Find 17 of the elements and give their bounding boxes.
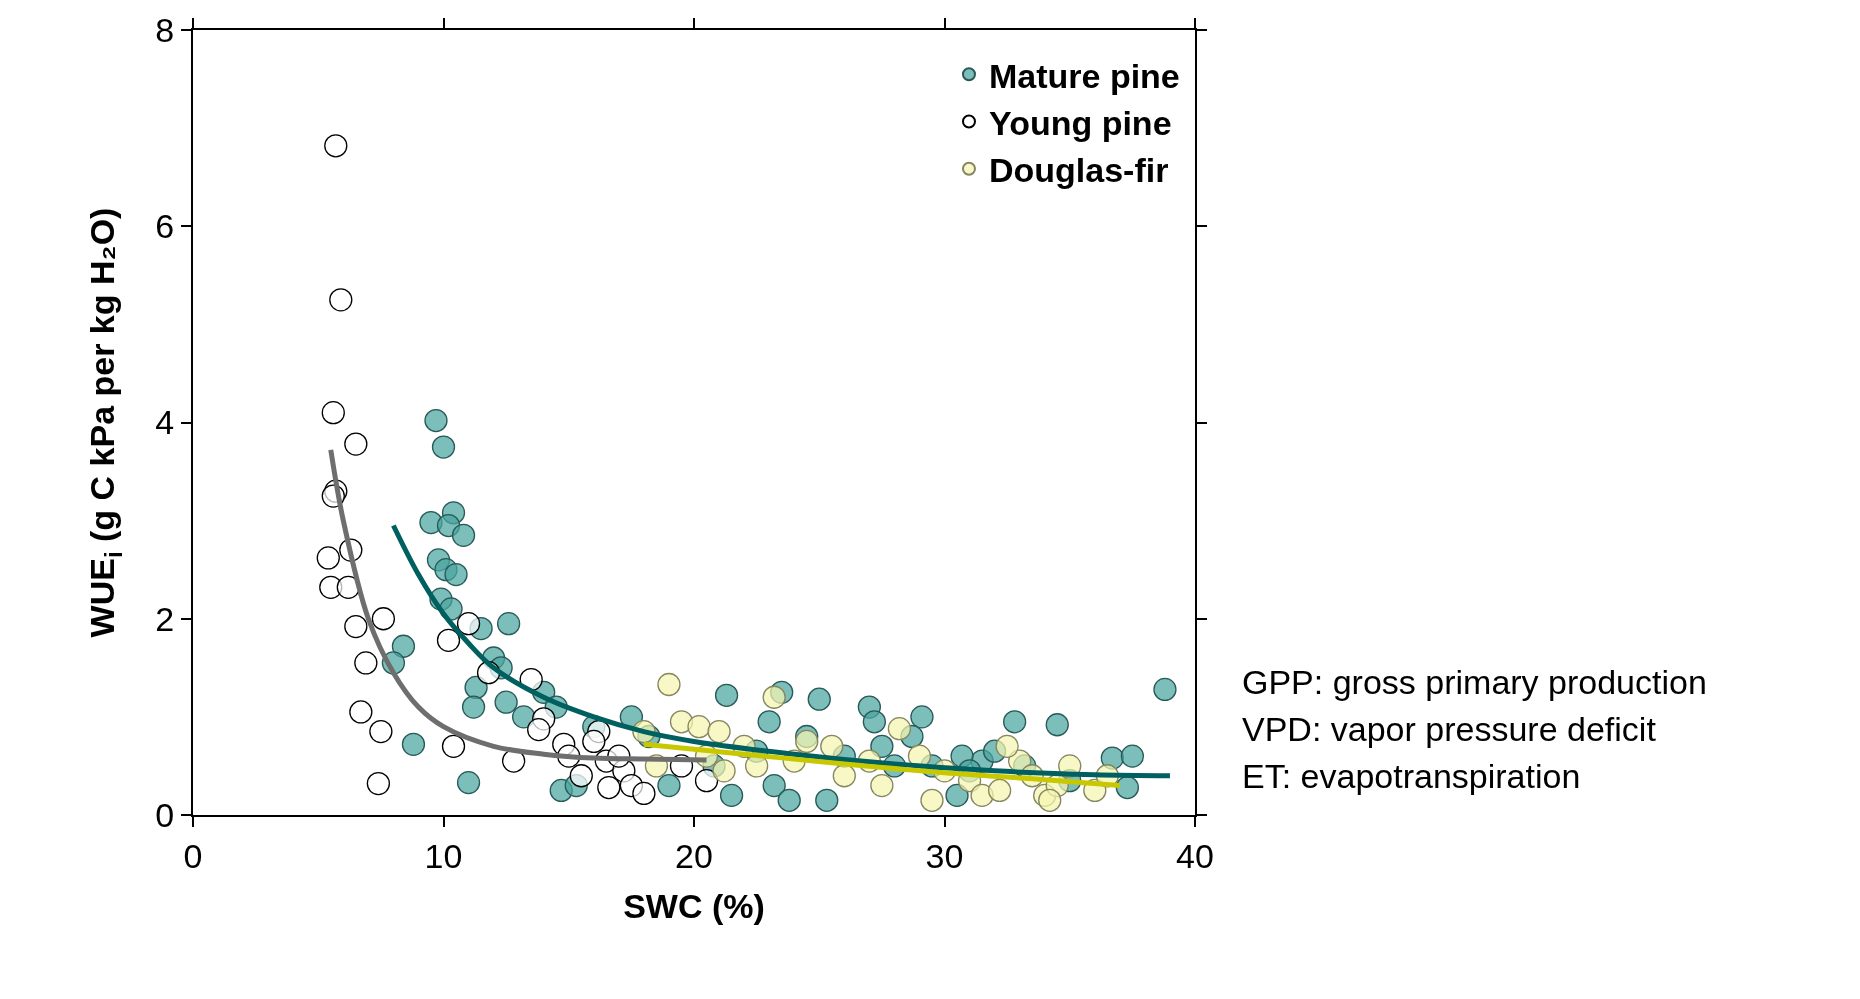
y-tick-label: 8 [155,10,175,49]
legend-label: Mature pine [988,56,1180,95]
x-tick-label: 30 [925,836,964,875]
x-tick-label: 0 [183,836,203,875]
legend-label: Douglas-fir [988,150,1169,189]
text: ET: evapotranspiration [1242,757,1581,795]
text: GPP: gross primary production [1242,663,1707,701]
text: VPD: vapor pressure deficit [1242,710,1657,748]
x-tick-label: 40 [1176,836,1214,875]
x-tick-label: 20 [675,836,713,875]
legend-label: Young pine [988,103,1172,142]
x-axis-title: SWC (%) [623,886,765,925]
x-tick-label: 10 [424,836,463,875]
y-tick-label: 4 [155,403,175,442]
y-tick-label: 2 [155,599,175,638]
y-tick-label: 6 [155,207,175,246]
y-tick-label: 0 [155,795,175,834]
